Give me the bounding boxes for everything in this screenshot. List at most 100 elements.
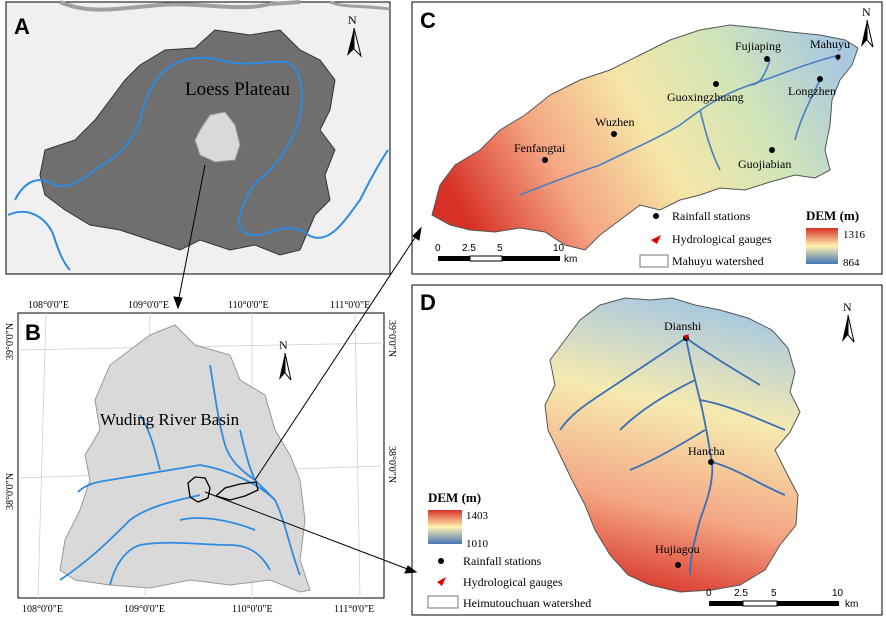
- dem-color-ramp: [806, 228, 838, 264]
- svg-text:Dianshi: Dianshi: [664, 319, 702, 333]
- gauge-legend-label: Hydrological gauges: [672, 232, 772, 246]
- panel-c-letter: C: [420, 8, 436, 33]
- boundary-line-2: [329, 0, 391, 11]
- north-arrow-icon: [861, 20, 867, 47]
- svg-text:5: 5: [497, 243, 503, 254]
- panel-b-letter: B: [25, 320, 41, 345]
- lon-label-bottom-3: 110°0'0"E: [232, 604, 273, 615]
- watershed-legend-label: Mahuyu watershed: [672, 254, 764, 268]
- station-point: [708, 459, 714, 465]
- scale-bar-d: 0 2.5 5 10 km: [706, 588, 858, 610]
- svg-text:5: 5: [771, 588, 777, 599]
- lon-label-top-1: 108°0'0"E: [28, 300, 69, 311]
- gauge-legend-marker: [437, 577, 446, 586]
- svg-text:Fujiaping: Fujiaping: [735, 39, 781, 53]
- north-arrow-icon: [347, 28, 354, 56]
- svg-text:2.5: 2.5: [462, 243, 476, 254]
- svg-text:10: 10: [553, 243, 565, 254]
- svg-text:Fenfangtai: Fenfangtai: [514, 141, 566, 155]
- station-point: [675, 562, 681, 568]
- legend-d: DEM (m) 1403 1010 Rainfall stations Hydr…: [427, 490, 591, 610]
- svg-text:N: N: [348, 13, 357, 27]
- scale-bar-c: 0 2.5 5 10 km: [435, 243, 577, 265]
- station-point: [611, 131, 617, 137]
- lat-label-left-1: 39°0'0"N: [5, 323, 16, 360]
- station-point: [764, 56, 770, 62]
- yellow-river: [14, 56, 389, 239]
- dem-color-ramp: [428, 510, 462, 544]
- dem-max: 1403: [466, 510, 489, 522]
- basin-rivers: [59, 364, 301, 586]
- mahuyu-dem: [431, 24, 859, 251]
- lon-label-bottom-2: 109°0'0"E: [124, 604, 165, 615]
- svg-text:Hujiagou: Hujiagou: [655, 542, 700, 556]
- watershed-legend-marker: [427, 595, 459, 609]
- svg-text:N: N: [279, 338, 288, 352]
- north-arrow-a: N: [347, 13, 362, 58]
- hydrological-gauge: [683, 334, 689, 340]
- station-point: [769, 147, 775, 153]
- station-labels-d: Dianshi Hancha Hujiagou: [655, 319, 725, 556]
- north-arrow-d: N: [842, 300, 855, 343]
- svg-text:0: 0: [706, 588, 712, 599]
- dem-max: 1316: [843, 229, 866, 241]
- svg-text:2.5: 2.5: [734, 588, 748, 599]
- rainfall-legend-label: Rainfall stations: [463, 554, 542, 568]
- loess-plateau-label: Loess Plateau: [185, 79, 291, 100]
- station-point: [817, 76, 823, 82]
- rainfall-stations-d: [675, 334, 714, 568]
- panel-a: A Loess Plateau N: [5, 0, 391, 275]
- lon-label-top-2: 109°0'0"E: [128, 300, 169, 311]
- svg-text:0: 0: [435, 243, 441, 254]
- wuding-basin-label: Wuding River Basin: [100, 410, 240, 429]
- svg-text:N: N: [843, 300, 852, 314]
- gauge-legend-marker: [651, 235, 661, 244]
- rainfall-stations-c: [542, 54, 841, 163]
- station-point: [713, 81, 719, 87]
- panel-d: Dianshi Hancha Hujiagou D N DEM (m) 1403…: [411, 284, 883, 616]
- panel-c: Fujiaping Mahuyu Guoxingzhuang Longzhen …: [411, 1, 883, 275]
- svg-text:Mahuyu: Mahuyu: [810, 37, 850, 51]
- legend-c: Rainfall stations Hydrological gauges Ma…: [639, 208, 866, 269]
- lon-label-top-3: 110°0'0"E: [228, 300, 269, 311]
- rainfall-legend-marker: [438, 558, 444, 564]
- svg-text:Hancha: Hancha: [688, 444, 725, 458]
- svg-text:Wuzhen: Wuzhen: [595, 115, 635, 129]
- svg-text:km: km: [564, 254, 577, 265]
- river-west: [7, 210, 71, 271]
- mahuyu-channels: [519, 54, 841, 196]
- svg-text:N: N: [862, 5, 871, 19]
- north-arrow-icon: [842, 315, 848, 342]
- loess-plateau-region: [39, 29, 336, 256]
- lon-label-top-4: 111°0'0"E: [330, 300, 370, 311]
- svg-text:Guoxingzhuang: Guoxingzhuang: [667, 90, 744, 104]
- panel-d-letter: D: [420, 290, 436, 315]
- connector-arrows: [173, 164, 422, 574]
- north-arrow-b: N: [279, 338, 292, 381]
- panel-b: B Wuding River Basin N 108°0'0"E 109°0'0…: [5, 300, 397, 615]
- panel-a-letter: A: [14, 14, 30, 39]
- wuding-basin-in-plateau: [194, 111, 241, 163]
- lon-label-bottom-1: 108°0'0"E: [22, 604, 63, 615]
- lon-label-bottom-4: 111°0'0"E: [334, 604, 374, 615]
- wuding-basin-region: [59, 324, 311, 593]
- lat-label-right-2: 38°0'0"N: [386, 446, 397, 483]
- mahuyu-outline: [214, 481, 259, 501]
- svg-text:km: km: [845, 599, 858, 610]
- lat-label-left-2: 38°0'0"N: [5, 473, 16, 510]
- dem-legend-title: DEM (m): [428, 490, 481, 505]
- north-arrow-icon: [279, 353, 285, 380]
- rainfall-legend-marker: [653, 213, 659, 219]
- dem-legend-title: DEM (m): [806, 208, 859, 223]
- lat-label-right-1: 39°0'0"N: [386, 320, 397, 357]
- rainfall-legend-label: Rainfall stations: [672, 209, 751, 223]
- dem-min: 864: [843, 257, 860, 269]
- gauge-legend-label: Hydrological gauges: [463, 575, 563, 589]
- dem-min: 1010: [466, 538, 489, 550]
- station-labels-c: Fujiaping Mahuyu Guoxingzhuang Longzhen …: [514, 37, 850, 171]
- north-arrow-c: N: [861, 5, 874, 48]
- svg-text:Longzhen: Longzhen: [788, 84, 836, 98]
- watershed-legend-marker: [639, 254, 669, 268]
- watershed-legend-label: Heimutouchuan watershed: [463, 596, 591, 610]
